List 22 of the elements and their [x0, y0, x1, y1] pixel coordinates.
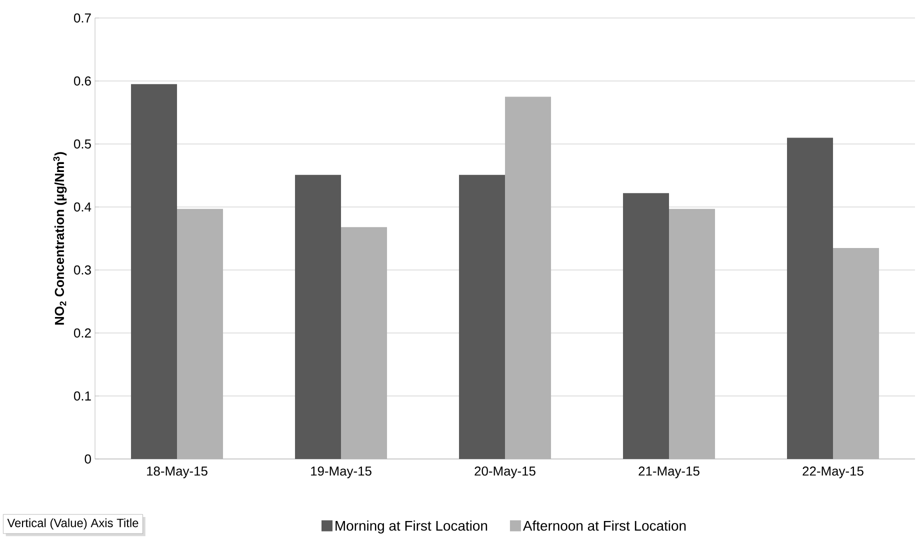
y-tick-label: 0.7 — [74, 13, 91, 23]
text: Vertical (Value) Axis Title — [7, 518, 138, 530]
legend-label: Afternoon at First Location — [522, 520, 686, 531]
y-axis-title: NO$_{2}$ Concentration (µg/Nm$^{3}$) — [53, 152, 67, 325]
x-tick-label: 20-May-15 — [474, 466, 536, 478]
y-tick-label: 0.3 — [74, 265, 91, 275]
bar — [623, 193, 670, 459]
legend-label: Morning at First Location — [336, 520, 488, 534]
bar — [787, 138, 834, 459]
x-tick-label: 19-May-15 — [311, 466, 372, 478]
y-tick-label: 0.4 — [74, 202, 92, 212]
bar — [131, 84, 178, 459]
y-tick-label: 0.5 — [74, 139, 91, 149]
y-tick-label: 0.2 — [74, 328, 91, 338]
x-tick-label: 21-May-15 — [638, 466, 700, 478]
y-tick-label: 0.1 — [74, 391, 91, 401]
y-tick-label: 0 — [84, 454, 91, 464]
y-tick-label: 0.6 — [74, 76, 91, 86]
x-tick-label: 22-May-15 — [802, 466, 864, 478]
bar — [459, 174, 506, 459]
bar — [295, 174, 342, 459]
x-tick-label: 18-May-15 — [147, 466, 208, 478]
